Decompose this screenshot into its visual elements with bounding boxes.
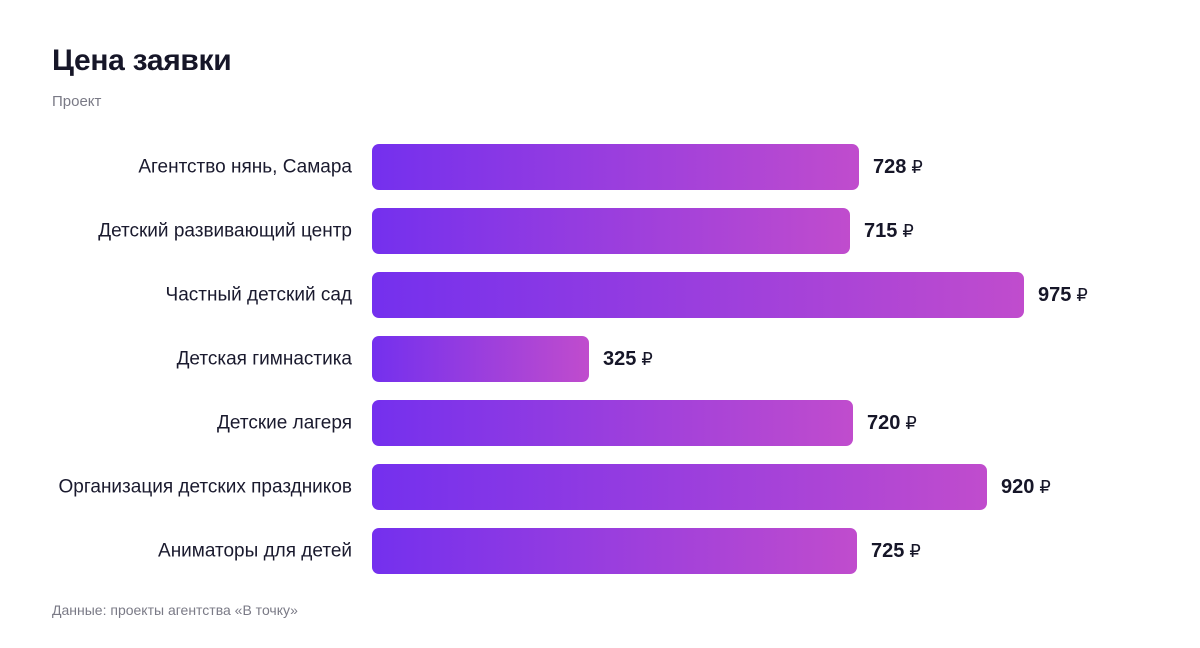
chart-title: Цена заявки bbox=[52, 44, 232, 77]
currency-symbol: ₽ bbox=[906, 157, 922, 177]
bar-row: Агентство нянь, Самара 728 ₽ bbox=[138, 144, 923, 190]
value-label: 720 ₽ bbox=[867, 412, 917, 434]
bar bbox=[372, 464, 987, 510]
category-label: Детская гимнастика bbox=[177, 349, 353, 370]
value-label: 715 ₽ bbox=[864, 220, 914, 242]
currency-symbol: ₽ bbox=[904, 541, 920, 561]
currency-symbol: ₽ bbox=[897, 221, 913, 241]
category-label: Организация детских праздников bbox=[59, 477, 352, 498]
category-label: Детские лагеря bbox=[217, 413, 352, 434]
bar bbox=[372, 400, 853, 446]
bar bbox=[372, 272, 1024, 318]
value-number: 728 bbox=[873, 156, 906, 178]
value-number: 975 bbox=[1038, 284, 1071, 306]
bar bbox=[372, 528, 857, 574]
value-label: 975 ₽ bbox=[1038, 284, 1088, 306]
category-label: Частный детский сад bbox=[166, 285, 352, 306]
currency-symbol: ₽ bbox=[900, 413, 916, 433]
currency-symbol: ₽ bbox=[636, 349, 652, 369]
value-number: 920 bbox=[1001, 476, 1034, 498]
bar-row: Организация детских праздников 920 ₽ bbox=[59, 464, 1051, 510]
bar-row: Детская гимнастика 325 ₽ bbox=[177, 336, 653, 382]
currency-symbol: ₽ bbox=[1071, 285, 1087, 305]
value-number: 720 bbox=[867, 412, 900, 434]
bar-row: Детские лагеря 720 ₽ bbox=[217, 400, 917, 446]
value-number: 725 bbox=[871, 540, 904, 562]
value-label: 325 ₽ bbox=[603, 348, 653, 370]
bar-row: Частный детский сад 975 ₽ bbox=[166, 272, 1088, 318]
value-number: 715 bbox=[864, 220, 897, 242]
category-label: Аниматоры для детей bbox=[158, 541, 352, 562]
bar bbox=[372, 208, 850, 254]
value-label: 728 ₽ bbox=[873, 156, 923, 178]
chart-subtitle: Проект bbox=[52, 93, 102, 110]
category-label: Агентство нянь, Самара bbox=[138, 157, 352, 178]
data-source-note: Данные: проекты агентства «В точку» bbox=[52, 602, 298, 618]
bars-layer: Агентство нянь, Самара 728 ₽Детский разви… bbox=[59, 144, 1088, 574]
bar-row: Детский развивающий центр 715 ₽ bbox=[98, 208, 914, 254]
bar-row: Аниматоры для детей 725 ₽ bbox=[158, 528, 921, 574]
category-label: Детский развивающий центр bbox=[98, 221, 352, 242]
value-number: 325 bbox=[603, 348, 636, 370]
bar bbox=[372, 336, 589, 382]
bar bbox=[372, 144, 859, 190]
value-label: 920 ₽ bbox=[1001, 476, 1051, 498]
value-label: 725 ₽ bbox=[871, 540, 921, 562]
currency-symbol: ₽ bbox=[1034, 477, 1050, 497]
